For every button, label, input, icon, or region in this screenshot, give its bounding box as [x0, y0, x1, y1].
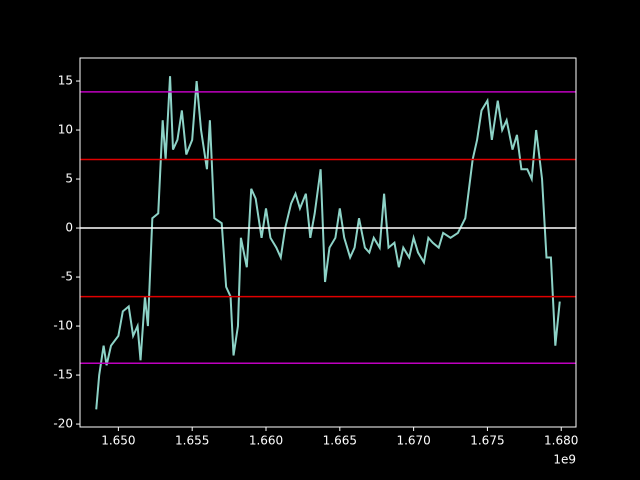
- y-tick-label: 5: [65, 172, 73, 186]
- x-tick-label: 1.650: [101, 434, 135, 448]
- x-tick-label: 1.680: [544, 434, 578, 448]
- y-tick-label: -5: [61, 270, 73, 284]
- y-tick-label: 15: [58, 74, 73, 88]
- y-tick-label: -20: [53, 417, 73, 431]
- x-tick-label: 1.675: [470, 434, 504, 448]
- y-tick-label: -15: [53, 368, 73, 382]
- y-tick-label: -10: [53, 319, 73, 333]
- plot-frame: [79, 57, 577, 428]
- x-tick-label: 1.655: [175, 434, 209, 448]
- x-tick-label: 1.660: [249, 434, 283, 448]
- x-tick-label: 1.670: [396, 434, 430, 448]
- x-tick-label: 1.665: [323, 434, 357, 448]
- x-offset-label: 1e9: [553, 453, 576, 467]
- y-tick-label: 0: [65, 221, 73, 235]
- y-tick-label: 10: [58, 123, 73, 137]
- data-line: [95, 76, 561, 410]
